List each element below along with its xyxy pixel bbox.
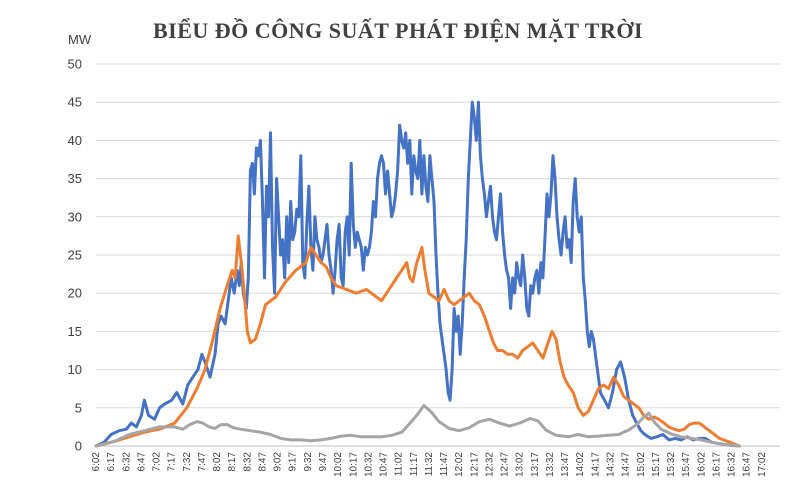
- x-tick-label: 15:17: [651, 452, 662, 477]
- x-tick-label: 15:47: [681, 452, 692, 477]
- series-line-3: [94, 404, 742, 448]
- x-tick-label: 8:47: [257, 452, 268, 472]
- x-tick-label: 9:32: [303, 452, 314, 472]
- y-tick-label: 10: [68, 362, 82, 377]
- x-tick-label: 6:17: [106, 452, 117, 472]
- x-tick-label: 12:32: [484, 452, 495, 477]
- y-tick-label: 20: [68, 286, 82, 301]
- x-tick-label: 8:02: [212, 452, 223, 472]
- x-tick-label: 10:17: [348, 452, 359, 477]
- x-tick-label: 14:02: [575, 452, 586, 477]
- x-tick-label: 12:17: [469, 452, 480, 477]
- x-tick-label: 16:47: [742, 452, 753, 477]
- x-tick-labels: 6:02 6:17 6:32 6:47 7:02 7:17 7:32 7:47 8:02 8:17…: [91, 452, 768, 477]
- x-tick-label: 15:32: [666, 452, 677, 477]
- gridlines: [96, 63, 780, 447]
- y-tick-label: 50: [68, 57, 82, 72]
- y-tick-label: 35: [68, 171, 82, 186]
- y-tick-labels: 0 5 10 15 20 25 30 35 40 45 50: [68, 57, 82, 454]
- y-tick-label: 0: [75, 439, 82, 454]
- x-tick-label: 9:02: [273, 452, 284, 472]
- x-tick-label: 10:47: [379, 452, 390, 477]
- x-tick-label: 9:47: [318, 452, 329, 472]
- y-axis-unit-label: MW: [68, 32, 92, 47]
- series-lines: [94, 100, 742, 448]
- x-tick-label: 7:02: [152, 452, 163, 472]
- x-tick-label: 12:02: [454, 452, 465, 477]
- x-tick-label: 16:32: [727, 452, 738, 477]
- y-tick-label: 25: [68, 248, 82, 263]
- x-tick-label: 14:17: [590, 452, 601, 477]
- x-tick-label: 7:47: [197, 452, 208, 472]
- y-tick-label: 45: [68, 95, 82, 110]
- x-tick-label: 12:47: [500, 452, 511, 477]
- x-tick-label: 15:02: [636, 452, 647, 477]
- x-tick-label: 16:02: [696, 452, 707, 477]
- series-line-2: [94, 234, 742, 448]
- x-tick-label: 13:47: [560, 452, 571, 477]
- chart-title: BIỂU ĐỒ CÔNG SUẤT PHÁT ĐIỆN MẶT TRỜI: [153, 18, 643, 43]
- x-tick-label: 13:17: [530, 452, 541, 477]
- y-tick-label: 40: [68, 133, 82, 148]
- x-tick-label: 11:32: [424, 452, 435, 477]
- x-tick-label: 7:32: [182, 452, 193, 472]
- series-line-1: [94, 100, 742, 448]
- x-tick-label: 8:32: [242, 452, 253, 472]
- x-tick-label: 6:32: [121, 452, 132, 472]
- x-tick-label: 9:17: [288, 452, 299, 472]
- y-tick-label: 5: [75, 400, 82, 415]
- x-tick-label: 10:02: [333, 452, 344, 477]
- x-tick-label: 14:47: [621, 452, 632, 477]
- y-tick-label: 30: [68, 209, 82, 224]
- x-tick-label: 11:02: [394, 452, 405, 477]
- x-tick-label: 11:47: [439, 452, 450, 477]
- x-tick-label: 13:02: [515, 452, 526, 477]
- x-tick-label: 10:32: [363, 452, 374, 477]
- x-tick-label: 17:02: [757, 452, 768, 477]
- x-tick-label: 8:17: [227, 452, 238, 472]
- x-tick-label: 16:17: [711, 452, 722, 477]
- x-tick-label: 7:17: [167, 452, 178, 472]
- x-tick-label: 6:02: [91, 452, 102, 472]
- x-tick-label: 14:32: [606, 452, 617, 477]
- y-tick-label: 15: [68, 324, 82, 339]
- x-tick-label: 6:47: [136, 452, 147, 472]
- x-tick-label: 13:32: [545, 452, 556, 477]
- x-tick-label: 11:17: [409, 452, 420, 477]
